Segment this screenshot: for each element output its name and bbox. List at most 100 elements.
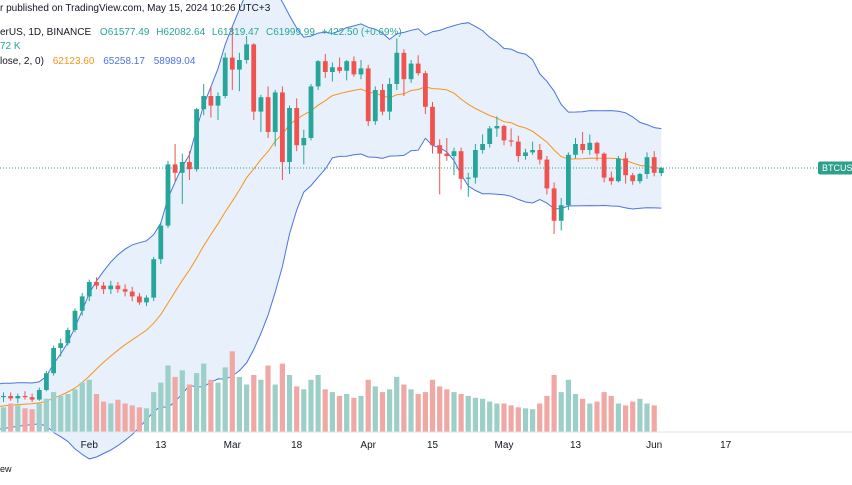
volume-bar: [122, 403, 128, 432]
bb-basis-value: 62123.60: [52, 56, 95, 67]
candle-body: [201, 96, 207, 110]
volume-bar: [58, 395, 64, 432]
candle-body: [566, 154, 571, 206]
volume-bar: [651, 405, 657, 432]
time-axis-tick: 15: [427, 440, 439, 451]
candle: [515, 135, 521, 162]
candle-body: [644, 157, 650, 174]
candle-body: [337, 67, 342, 71]
candle-body: [115, 285, 121, 290]
candle-body: [423, 73, 428, 107]
bb-legend[interactable]: lose, 2, 0) 62123.60 65258.17 58989.04: [0, 56, 195, 67]
volume-bar: [15, 405, 21, 432]
candle: [537, 144, 543, 165]
candle: [387, 78, 392, 120]
volume-bar: [8, 403, 14, 432]
candle-body: [51, 348, 56, 374]
volume-bar: [522, 408, 529, 433]
candle-body: [108, 285, 114, 290]
volume-bar: [358, 395, 364, 432]
candle-body: [129, 291, 135, 297]
candle: [430, 102, 435, 154]
candle: [480, 134, 485, 154]
candle-body: [301, 138, 307, 146]
candle: [330, 62, 335, 82]
candle-body: [630, 175, 636, 182]
candle-body: [22, 396, 28, 398]
candle-body: [29, 397, 35, 400]
volume-bar: [194, 373, 200, 432]
volume-bar: [172, 376, 178, 432]
volume-bar: [244, 384, 250, 432]
candle: [444, 138, 450, 161]
candle: [394, 38, 400, 90]
candle-body: [1, 396, 6, 398]
volume-bar: [644, 403, 650, 432]
candle: [616, 156, 621, 183]
candle: [179, 153, 185, 204]
time-axis-tick: 18: [291, 440, 303, 451]
candle: [137, 292, 142, 305]
candle: [637, 172, 643, 184]
volume-bar: [572, 394, 579, 432]
candle: [623, 152, 628, 184]
candle-body: [358, 68, 364, 75]
candle: [551, 182, 557, 234]
published-line: r published on TradingView.com, May 15, …: [0, 3, 270, 14]
volume-bar: [429, 379, 436, 433]
volume-bar: [201, 363, 207, 432]
volume-bar: [286, 375, 293, 432]
candle: [380, 84, 385, 116]
candle-body: [272, 92, 278, 132]
candle-body: [544, 159, 550, 189]
candle-body: [394, 52, 400, 84]
volume-bar: [615, 403, 621, 432]
time-axis-tick: 17: [720, 440, 732, 451]
candle-body: [86, 282, 92, 297]
volume-legend[interactable]: 72 K: [0, 41, 21, 52]
volume-bar: [236, 376, 242, 432]
volume-bar: [308, 379, 314, 433]
candle: [36, 387, 42, 401]
volume-bar: [344, 394, 350, 432]
time-axis-tick: Apr: [360, 440, 376, 451]
volume-bar: [565, 379, 571, 433]
candle: [229, 26, 235, 90]
candle: [94, 277, 99, 290]
volume-bar: [315, 375, 321, 432]
candle: [315, 60, 321, 90]
bollinger-fill: [0, 0, 662, 459]
candle-body: [72, 310, 78, 330]
volume-bar: [165, 365, 171, 432]
candle-body: [287, 108, 292, 162]
candle: [301, 129, 307, 165]
volume-bar: [594, 401, 600, 432]
candle: [172, 144, 178, 183]
volume-bar: [279, 363, 285, 432]
volume-bar: [215, 382, 221, 432]
candle-body: [158, 225, 164, 260]
candle-body: [308, 86, 314, 138]
volume-bar: [143, 408, 150, 433]
volume-bar: [129, 405, 135, 432]
candle: [165, 160, 171, 228]
last-price-tag[interactable]: BTCUS: [818, 161, 852, 175]
candle: [8, 392, 14, 401]
volume-bars: [0, 351, 657, 433]
candle: [608, 171, 614, 185]
volume-bar: [530, 409, 536, 432]
volume-bar: [79, 382, 85, 432]
candle: [237, 52, 242, 92]
candle-body: [344, 61, 350, 71]
volume-bar: [294, 386, 300, 432]
volume-bar: [379, 392, 386, 432]
volume-bar: [151, 392, 157, 432]
volume-bar: [365, 379, 371, 433]
bb-params: lose, 2, 0): [0, 56, 44, 67]
symbol-legend[interactable]: erUS, 1D, BINANCE O61577.49 H62082.64 L6…: [0, 27, 402, 38]
candle: [258, 94, 264, 132]
candle-body: [94, 282, 99, 286]
candle: [108, 280, 114, 294]
candle-body: [65, 330, 71, 344]
